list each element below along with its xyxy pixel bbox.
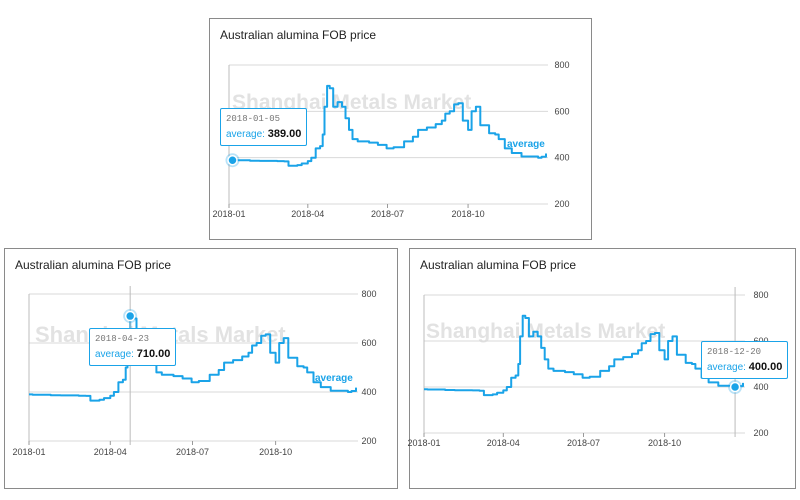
x-tick-label: 2018-01 [407,438,440,448]
watermark: Shanghai Metals Market [426,320,665,343]
tooltip-value: 400.00 [748,361,783,373]
chart-panel-bottom-left: Australian alumina FOB price Shanghai Me… [4,248,398,489]
x-tick-label: 2018-04 [94,447,127,457]
tooltip: 2018-01-05 average: 389.00 [220,108,308,146]
x-tick-label: 2018-01 [212,209,245,219]
x-tick-label: 2018-01 [12,447,45,457]
y-tick-label: 800 [554,60,569,70]
y-tick-label: 200 [554,199,569,209]
y-tick-label: 200 [361,436,376,446]
x-tick-label: 2018-07 [176,447,209,457]
y-tick-label: 600 [361,338,376,348]
chart-panel-bottom-right: Australian alumina FOB price Shanghai Me… [407,248,797,490]
x-tick-label: 2018-10 [259,447,292,457]
tooltip-value: 710.00 [136,348,171,360]
price-chart-svg[interactable]: Shanghai Metals Market2004006008002018-0… [407,249,797,490]
tooltip-date: 2018-12-20 [707,347,762,357]
x-tick-label: 2018-04 [291,209,324,219]
tooltip-series-name: average [95,349,132,360]
price-chart-svg[interactable]: Shanghai Metals Market2004006008002018-0… [5,249,399,490]
x-tick-label: 2018-10 [648,438,681,448]
tooltip: 2018-12-20 average: 400.00 [701,341,789,379]
tooltip-date: 2018-04-23 [95,334,150,344]
series-label: average [507,139,545,150]
tooltip-separator: : [131,349,137,360]
y-tick-label: 800 [753,290,768,300]
x-tick-label: 2018-07 [371,209,404,219]
tooltip-series-name: average [226,129,263,140]
y-tick-label: 800 [361,289,376,299]
series-line-average[interactable] [424,314,744,397]
y-tick-label: 400 [554,153,569,163]
y-tick-label: 400 [361,387,376,397]
price-chart-svg[interactable]: Shanghai Metals Market2004006008002018-0… [210,19,593,241]
chart-title: Australian alumina FOB price [220,28,377,42]
tooltip: 2018-04-23 average: 710.00 [89,328,177,366]
highlight-point[interactable] [227,154,238,166]
chart-panel-top: Australian alumina FOB price Shanghai Me… [209,18,592,240]
x-tick-label: 2018-10 [452,209,485,219]
series-line-average[interactable] [29,315,357,402]
tooltip-separator: : [262,129,268,140]
chart-title: Australian alumina FOB price [15,258,172,272]
series-label: average [315,373,353,384]
highlight-point[interactable] [124,310,136,322]
tooltip-row: average: 389.00 [226,127,301,142]
tooltip-series-name: average [707,362,744,373]
tooltip-date: 2018-01-05 [226,114,281,124]
series-line-average[interactable] [229,84,547,167]
y-tick-label: 200 [753,428,768,438]
tooltip-row: average: 710.00 [95,347,170,362]
highlight-point[interactable] [729,381,741,393]
chart-title: Australian alumina FOB price [420,258,577,272]
x-tick-label: 2018-07 [567,438,600,448]
tooltip-separator: : [743,362,749,373]
tooltip-row: average: 400.00 [707,360,782,375]
x-tick-label: 2018-04 [487,438,520,448]
tooltip-value: 389.00 [267,128,302,140]
y-tick-label: 400 [753,382,768,392]
y-tick-label: 600 [554,106,569,116]
